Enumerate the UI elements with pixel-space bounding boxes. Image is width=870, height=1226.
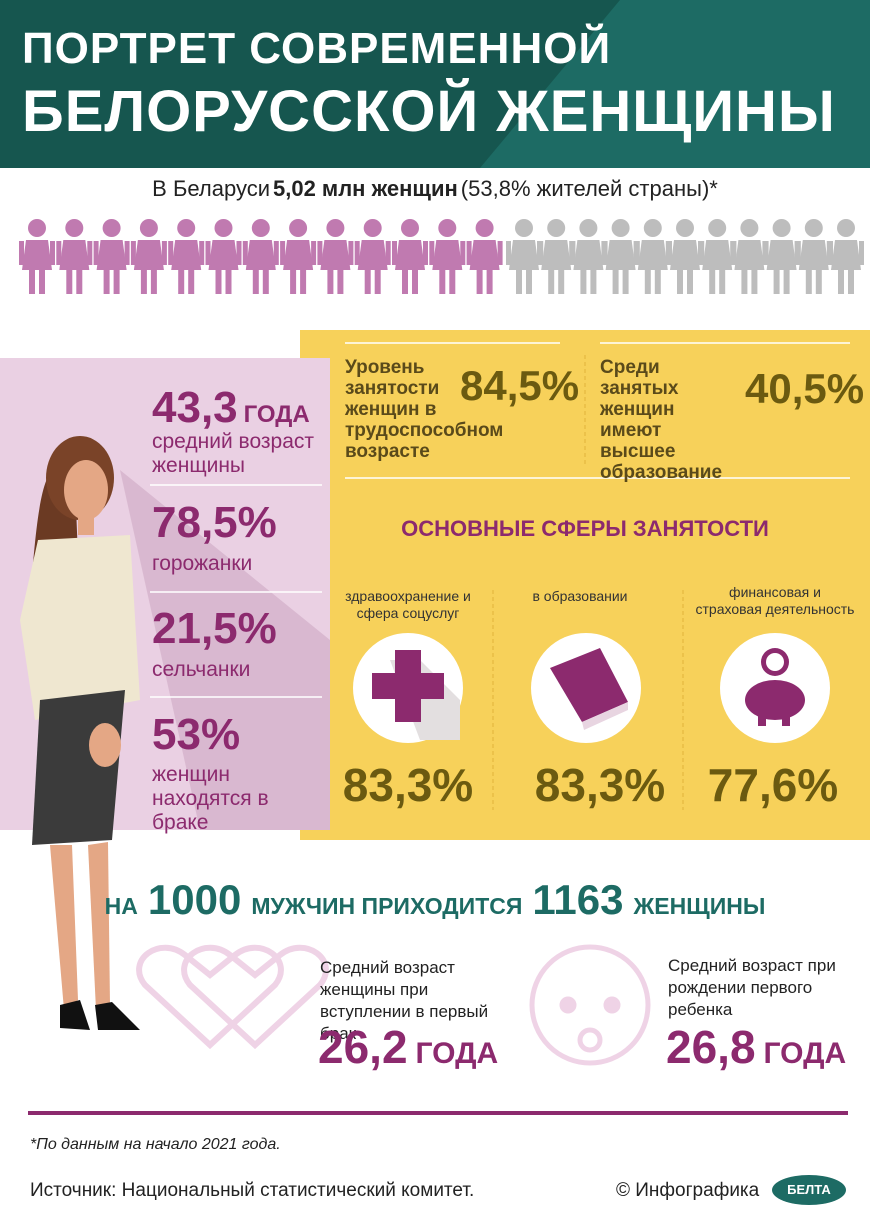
book-icon [531, 633, 641, 743]
population-figures [19, 219, 864, 294]
unit: ГОДА [763, 1037, 847, 1070]
number: 1000 [147, 876, 242, 923]
person-icon [506, 219, 542, 294]
person-icon [828, 219, 864, 294]
number: 26,8 [666, 1021, 756, 1073]
sex-ratio: НА 1000 МУЖЧИН ПРИХОДИТСЯ 1163 ЖЕНЩИНЫ [0, 876, 870, 924]
person-icon [168, 219, 205, 294]
health-icon [353, 633, 463, 743]
sphere-label: здравоохранение и сфера соцуслуг [345, 588, 471, 621]
age-number: 26,8 ГОДА [666, 1020, 846, 1074]
profile-label: женщин находятся в браке [152, 763, 269, 834]
profile-number: 21,5% [152, 604, 277, 653]
text: МУЖЧИН ПРИХОДИТСЯ [251, 893, 523, 919]
profile-label: горожанки [152, 552, 253, 575]
age-label: Средний возраст женщины при вступлении в… [320, 958, 489, 1043]
person-icon [466, 219, 503, 294]
age-number: 26,2 ГОДА [318, 1020, 498, 1074]
number: 43,3 [152, 383, 238, 432]
piggy-icon [720, 633, 830, 743]
employment-value: 40,5% [745, 365, 865, 412]
person-icon [667, 219, 703, 294]
person-icon [634, 219, 671, 294]
title-line: ПОРТРЕТ СОВРЕМЕННОЙ [22, 24, 612, 73]
number: 26,2 [318, 1021, 408, 1073]
logo: БЕЛТА [772, 1175, 846, 1205]
person-icon [317, 219, 354, 294]
woman-illustration [20, 436, 140, 1030]
population-text: В Беларуси 5,02 млн женщин (53,8% жителей … [0, 176, 870, 202]
text: (53,8% жителей страны)* [460, 176, 718, 201]
spheres-title: ОСНОВНЫЕ СФЕРЫ ЗАНЯТОСТИ [401, 516, 769, 541]
person-icon [699, 219, 736, 294]
person-icon [93, 219, 130, 294]
employment-value: 84,5% [460, 362, 580, 409]
person-icon [570, 219, 607, 294]
sphere-value: 83,3% [342, 759, 474, 811]
text: НА [104, 893, 138, 919]
baby-icon [529, 944, 651, 1066]
person-icon [205, 219, 242, 294]
hearts-icon [136, 944, 329, 1050]
person-icon [280, 219, 317, 294]
person-icon [130, 219, 167, 294]
sphere-label: в образовании [532, 588, 628, 604]
highlight: 5,02 млн женщин [273, 176, 458, 201]
footnote: *По данным на начало 2021 года. [30, 1136, 281, 1153]
profile-number: 53% [152, 710, 241, 759]
person-icon [242, 219, 279, 294]
person-icon [19, 219, 55, 294]
source: Источник: Национальный статистический ко… [30, 1180, 475, 1201]
person-icon [392, 219, 428, 294]
unit: ГОДА [415, 1037, 499, 1070]
unit: ГОДА [243, 401, 310, 428]
person-icon [602, 219, 639, 294]
profile-separators [150, 484, 322, 698]
person-icon [429, 219, 466, 294]
employment-label: Среди занятых женщин имеют высшее образо… [600, 357, 723, 483]
age-label: Средний возраст при рождении первого реб… [668, 956, 836, 1019]
text: В Беларуси [152, 176, 270, 201]
person-icon [763, 219, 800, 294]
number: 1163 [532, 876, 624, 923]
employment-label: Уровень занятости женщин в трудоспособно… [345, 357, 504, 462]
sphere-value: 77,6% [707, 759, 839, 811]
sphere-value: 83,3% [534, 759, 666, 811]
credit: © Инфографика [616, 1180, 760, 1201]
person-icon [731, 219, 768, 294]
text: ЖЕНЩИНЫ [633, 893, 766, 919]
profile-label: сельчанки [152, 658, 251, 681]
sphere-label: финансовая и страховая деятельность [695, 584, 855, 617]
header-shade [0, 0, 620, 168]
person-icon [538, 219, 575, 294]
person-icon [354, 219, 391, 294]
panel-shadow [120, 470, 330, 830]
person-icon [795, 219, 832, 294]
title-line: БЕЛОРУССКОЙ ЖЕНЩИНЫ [22, 79, 836, 144]
person-icon [56, 219, 93, 294]
profile-number: 78,5% [152, 498, 277, 547]
profile-label: средний возраст женщины [152, 430, 315, 477]
profile-number: 43,3 ГОДА [152, 383, 310, 433]
